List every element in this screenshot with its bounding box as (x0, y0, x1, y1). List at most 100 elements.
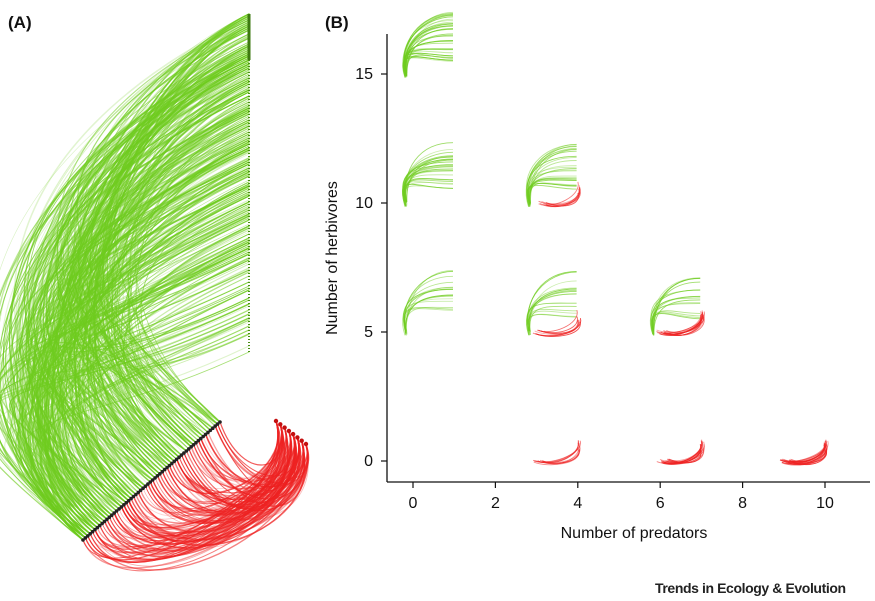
herbivore-link (75, 201, 250, 452)
herbivore-link (102, 23, 250, 458)
predator-node (286, 428, 292, 434)
y-ticks: 0 5 10 15 (355, 66, 387, 470)
predator-arc (532, 319, 579, 336)
predator-link (190, 423, 285, 490)
hive-glyph (402, 269, 454, 336)
herbivore-link (90, 195, 250, 479)
hive-glyph (533, 440, 581, 466)
predator-arc (668, 449, 704, 464)
diagonal-axis-nodes (81, 420, 222, 542)
herbivore-link (0, 219, 250, 537)
plant-node (167, 463, 172, 468)
plant-node (141, 486, 145, 491)
plant-node (187, 447, 191, 451)
plant-node (184, 449, 189, 453)
herbivore-link (8, 125, 250, 533)
herbivore-arc (403, 307, 454, 331)
plant-node (129, 496, 133, 501)
herbivore-link (85, 27, 250, 487)
plant-node (126, 498, 131, 503)
herbivore-link (37, 149, 250, 529)
plant-node (218, 420, 222, 424)
herbivore-link (44, 13, 250, 541)
plant-node (107, 515, 112, 519)
herbivore-link (88, 101, 250, 446)
herbivore-link (135, 89, 250, 433)
herbivore-arc (529, 293, 577, 333)
herbivore-link (73, 19, 250, 462)
herbivore-link (85, 167, 250, 475)
herbivore-arc (652, 277, 701, 336)
herbivore-link (42, 53, 250, 500)
plant-node (182, 451, 186, 455)
herbivore-arc (403, 308, 454, 332)
predator-node (278, 422, 283, 427)
predator-link (219, 420, 281, 466)
plant-node (150, 478, 155, 482)
herbivore-arc (527, 156, 577, 207)
herbivore-link (78, 199, 250, 433)
plant-node (177, 455, 181, 460)
plant-node (119, 505, 124, 509)
herbivore-link (62, 151, 250, 514)
plant-node (158, 472, 162, 476)
herbivore-link (108, 231, 250, 433)
predator-link (127, 433, 296, 534)
predator-arc (541, 187, 580, 205)
herbivore-link (34, 147, 250, 524)
herbivore-arc (529, 182, 577, 204)
herbivore-link (57, 259, 250, 487)
predator-link (181, 423, 284, 506)
predator-link (87, 433, 296, 563)
predator-link (169, 420, 279, 495)
herbivore-arc (402, 185, 454, 208)
herbivore-link (39, 107, 250, 541)
herbivore-link (68, 13, 250, 508)
predator-arc (540, 317, 581, 334)
y-tick-label: 0 (364, 453, 373, 470)
herbivore-arc (653, 299, 701, 336)
predator-link (125, 430, 292, 526)
herbivore-link (91, 179, 250, 466)
plant-node (88, 532, 92, 536)
plant-node (162, 467, 167, 472)
predator-link (161, 423, 283, 504)
herbivore-arc (526, 155, 577, 204)
herbivore-link (64, 191, 250, 464)
plant-node (134, 492, 138, 497)
herbivore-arc (404, 270, 454, 331)
herbivore-arc (404, 179, 454, 203)
predator-arc (666, 315, 702, 334)
herbivore-arc (403, 298, 454, 333)
herbivore-link (71, 243, 250, 506)
herbivore-link (36, 227, 250, 537)
predator-link (137, 430, 292, 533)
herbivore-link (0, 223, 250, 539)
y-tick-label: 10 (355, 195, 373, 212)
herbivore-arc (529, 149, 577, 207)
herbivore-link (41, 55, 250, 533)
herbivore-link (0, 67, 250, 539)
herbivore-link (51, 15, 250, 527)
herbivore-link (43, 35, 250, 537)
herbivore-link (0, 309, 250, 521)
hive-glyph (402, 142, 454, 208)
predator-arc (791, 442, 825, 462)
plant-node (138, 488, 143, 493)
plant-node (153, 476, 157, 480)
herbivore-arc (404, 52, 454, 74)
predator-arc (665, 310, 703, 336)
herbivore-arc (404, 23, 454, 75)
herbivore-link (21, 185, 250, 541)
herbivore-arc (527, 313, 577, 336)
herbivore-link (49, 107, 250, 533)
herbivore-link (51, 163, 250, 491)
predator-arc (533, 449, 580, 466)
herbivore-arc (529, 177, 577, 203)
herbivore-link (118, 267, 250, 452)
herbivore-arc (404, 294, 454, 334)
predator-arc (783, 440, 826, 462)
herbivore-link (33, 149, 250, 489)
herbivore-link (15, 21, 250, 520)
